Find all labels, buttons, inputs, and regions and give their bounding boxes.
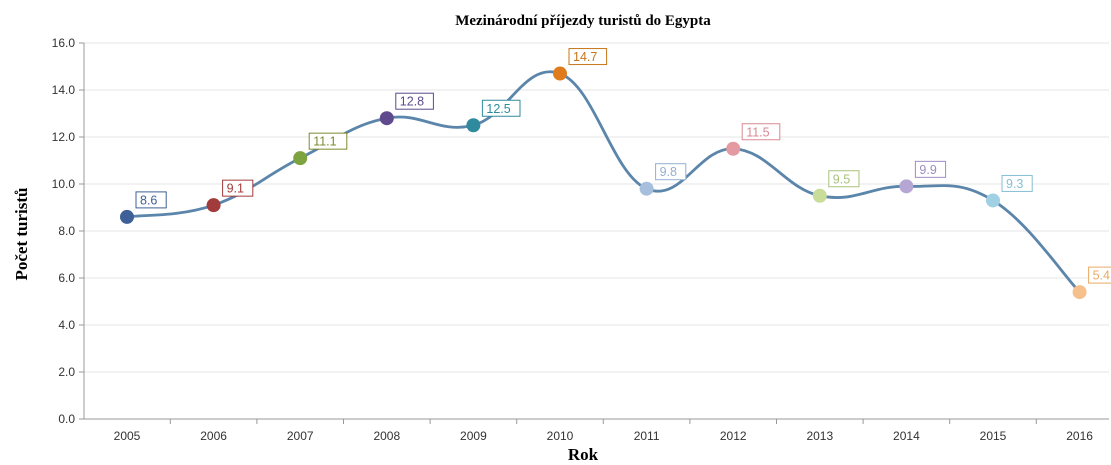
y-tick-label: 8.0	[58, 224, 75, 238]
data-point[interactable]	[379, 111, 394, 126]
series-line	[126, 70, 1081, 294]
data-label: 9.1	[227, 182, 244, 196]
x-tick-label: 2016	[1066, 429, 1093, 443]
y-tick-label: 12.0	[52, 130, 76, 144]
data-label-box	[828, 170, 860, 188]
y-tick-label: 10.0	[52, 177, 76, 191]
y-axis-title: Počet turistů	[12, 187, 31, 280]
data-label-box	[741, 123, 781, 141]
data-point[interactable]	[1072, 285, 1087, 300]
data-label: 11.5	[746, 125, 769, 139]
data-point[interactable]	[726, 141, 741, 156]
data-label-box	[222, 179, 254, 197]
x-tick-label: 2009	[460, 429, 487, 443]
data-label: 9.3	[1006, 177, 1023, 191]
data-label-box	[568, 48, 608, 66]
data-point[interactable]	[553, 66, 567, 81]
data-label: 11.1	[313, 135, 336, 149]
data-point[interactable]	[899, 179, 914, 194]
data-label-box	[135, 191, 167, 209]
data-label-box	[1001, 174, 1033, 192]
x-tick-label: 2011	[634, 429, 660, 443]
x-tick-label: 2008	[373, 429, 400, 443]
data-point[interactable]	[466, 118, 481, 133]
axes: 0.0 2.0 4.0 6.0 8.0 10.0 12.0 14.0 16.0 2005 2006 2…	[52, 36, 1109, 443]
x-tick-label: 2007	[287, 429, 314, 443]
x-tick-label: 2005	[114, 429, 141, 443]
data-label-box	[655, 163, 687, 181]
data-label: 14.7	[573, 50, 597, 64]
x-tick-label: 2014	[893, 429, 920, 443]
data-point[interactable]	[120, 209, 134, 224]
data-label-box	[1088, 266, 1111, 284]
x-tick-label: 2015	[980, 429, 1007, 443]
y-tick-label: 14.0	[52, 83, 76, 97]
y-tick-label: 4.0	[58, 318, 75, 332]
y-tick-label: 6.0	[58, 271, 75, 285]
x-tick-label: 2010	[547, 429, 574, 443]
chart-title: Mezinárodní příjezdy turistů do Egypta	[455, 13, 711, 29]
data-point[interactable]	[639, 181, 654, 196]
data-point[interactable]	[986, 193, 1000, 208]
y-tick-label: 0.0	[58, 412, 75, 426]
x-tick-label: 2013	[806, 429, 833, 443]
x-axis-title: Rok	[568, 445, 599, 464]
data-point[interactable]	[293, 151, 308, 166]
data-label: 9.9	[919, 163, 936, 177]
data-label: 8.6	[140, 193, 157, 207]
data-label-box	[481, 99, 521, 117]
data-label: 12.8	[400, 95, 424, 109]
data-labels: 8.6 9.1 11.1 12.8 12.5 14.7 9.8 11.5 9.5 9.9 9.3 5.…	[135, 48, 1111, 284]
data-label-box	[395, 92, 434, 110]
y-tick-label: 2.0	[58, 365, 75, 379]
data-point[interactable]	[812, 188, 827, 203]
data-label: 9.5	[833, 172, 850, 186]
data-label: 12.5	[486, 102, 510, 116]
grid	[84, 42, 1109, 373]
x-tick-label: 2006	[200, 429, 227, 443]
x-tick-label: 2012	[720, 429, 747, 443]
series	[120, 66, 1087, 300]
data-point[interactable]	[206, 198, 221, 213]
data-label-box	[914, 160, 947, 178]
data-label-box	[308, 132, 348, 150]
data-label: 9.8	[660, 165, 677, 179]
data-label: 5.4	[1093, 269, 1110, 283]
y-tick-label: 16.0	[52, 36, 76, 50]
